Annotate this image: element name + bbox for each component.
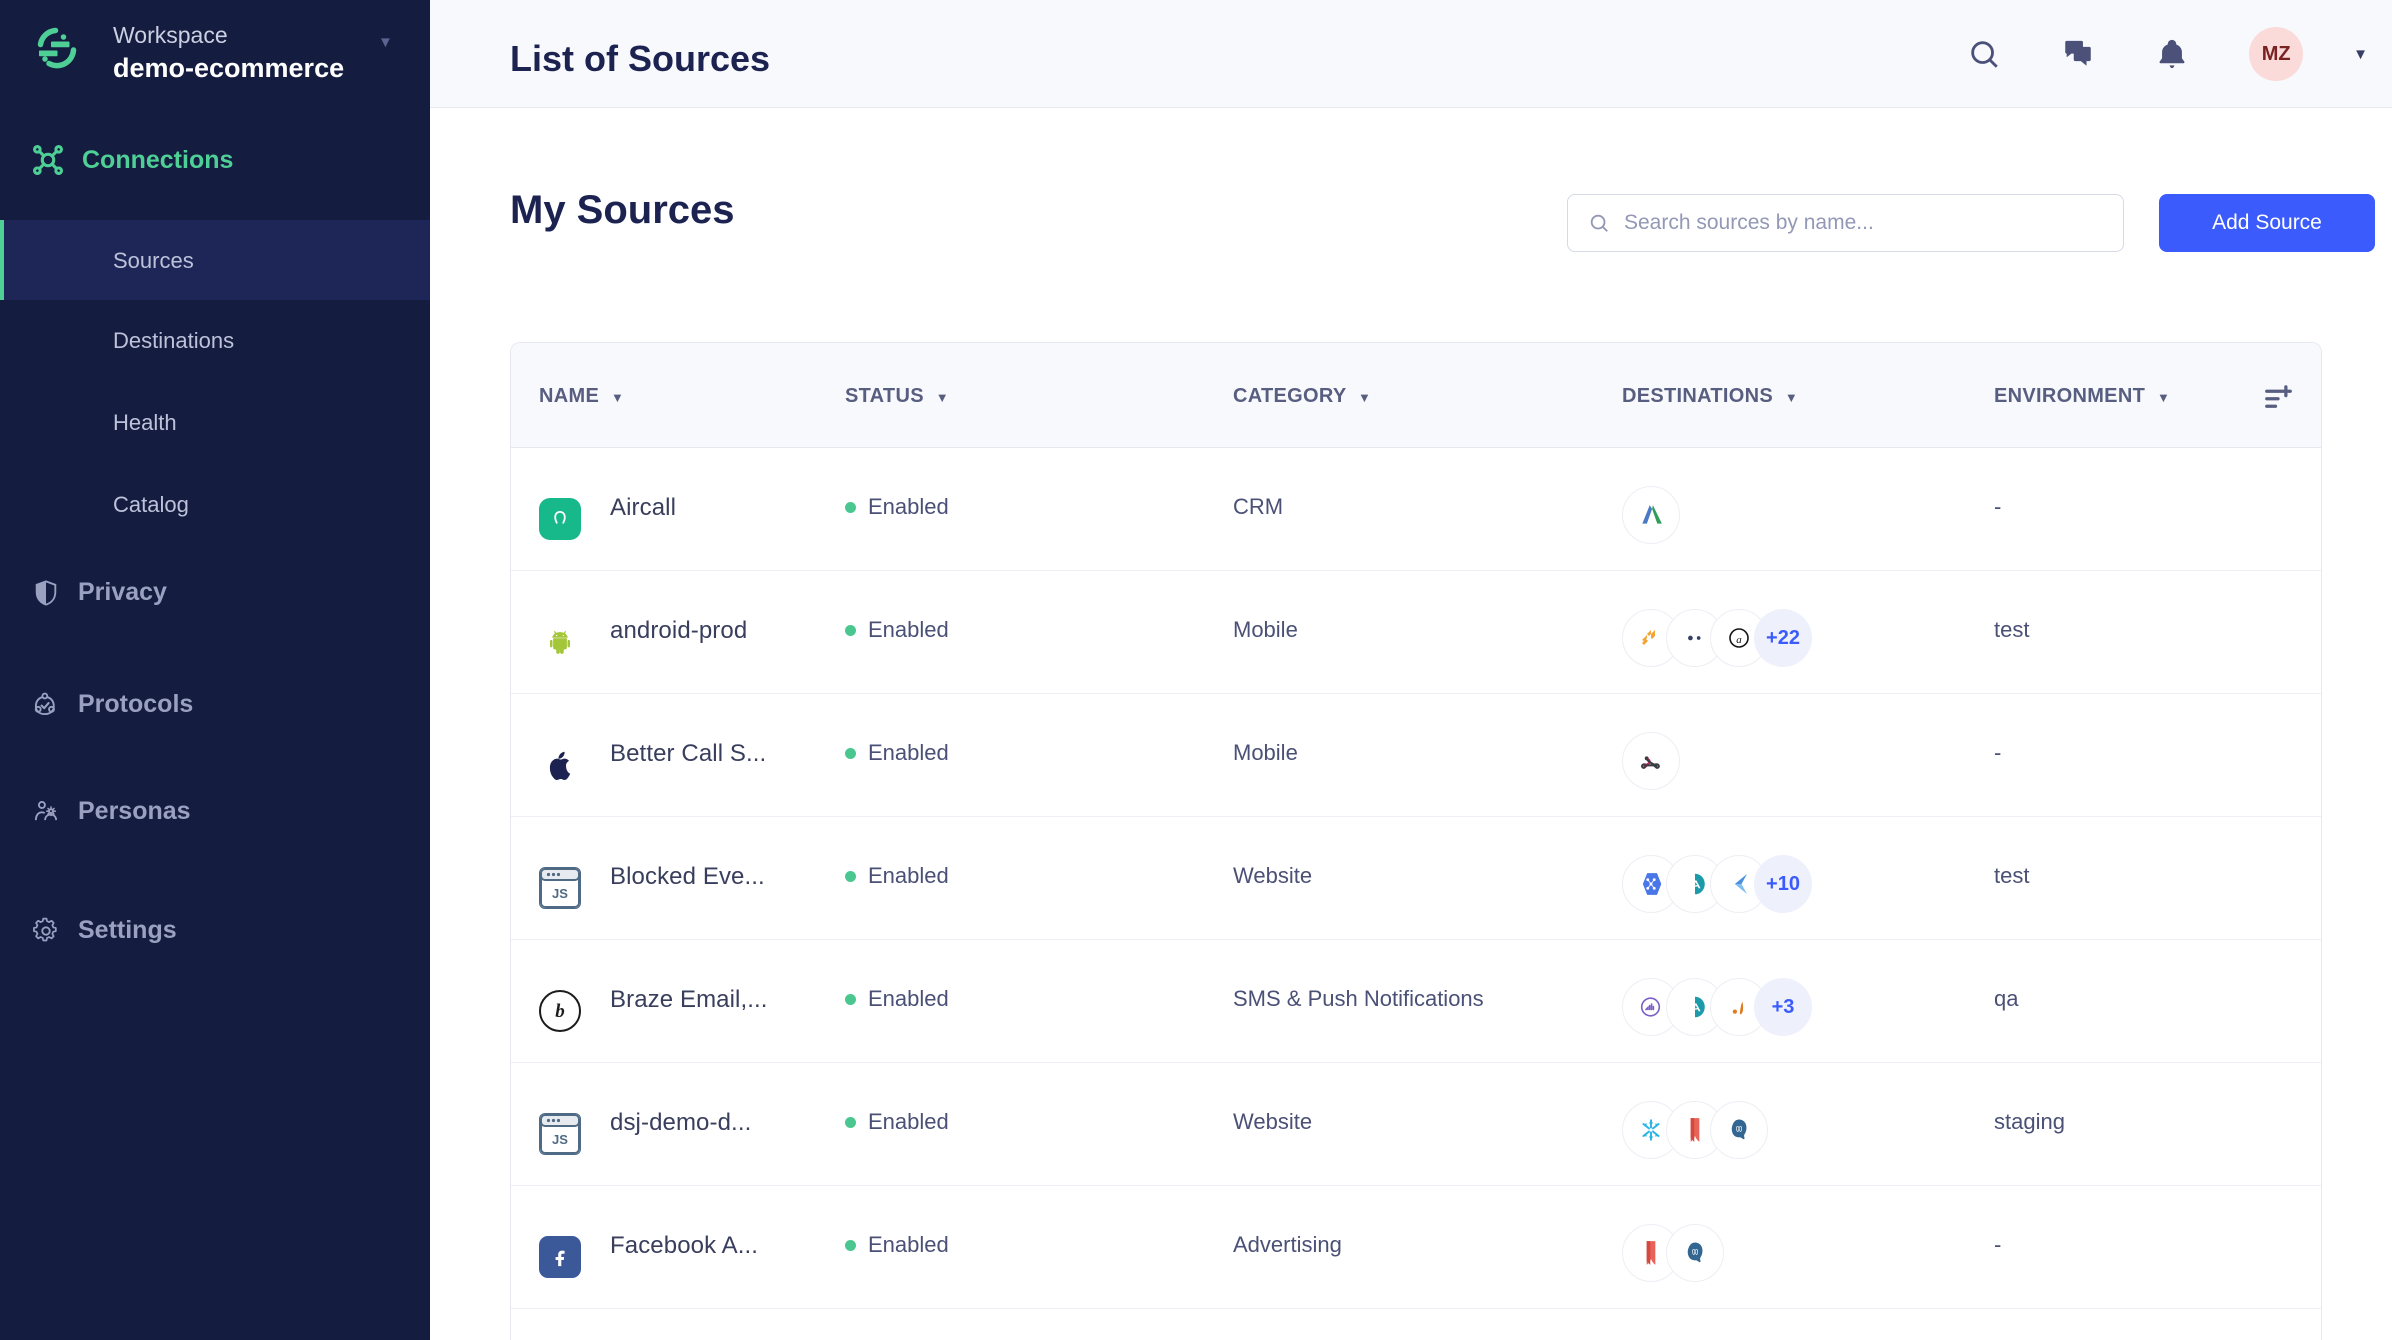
svg-text:a: a	[1736, 634, 1742, 646]
svg-text:JS: JS	[552, 1132, 568, 1147]
svg-text:b: b	[555, 1001, 565, 1022]
svg-text:JS: JS	[552, 886, 568, 901]
